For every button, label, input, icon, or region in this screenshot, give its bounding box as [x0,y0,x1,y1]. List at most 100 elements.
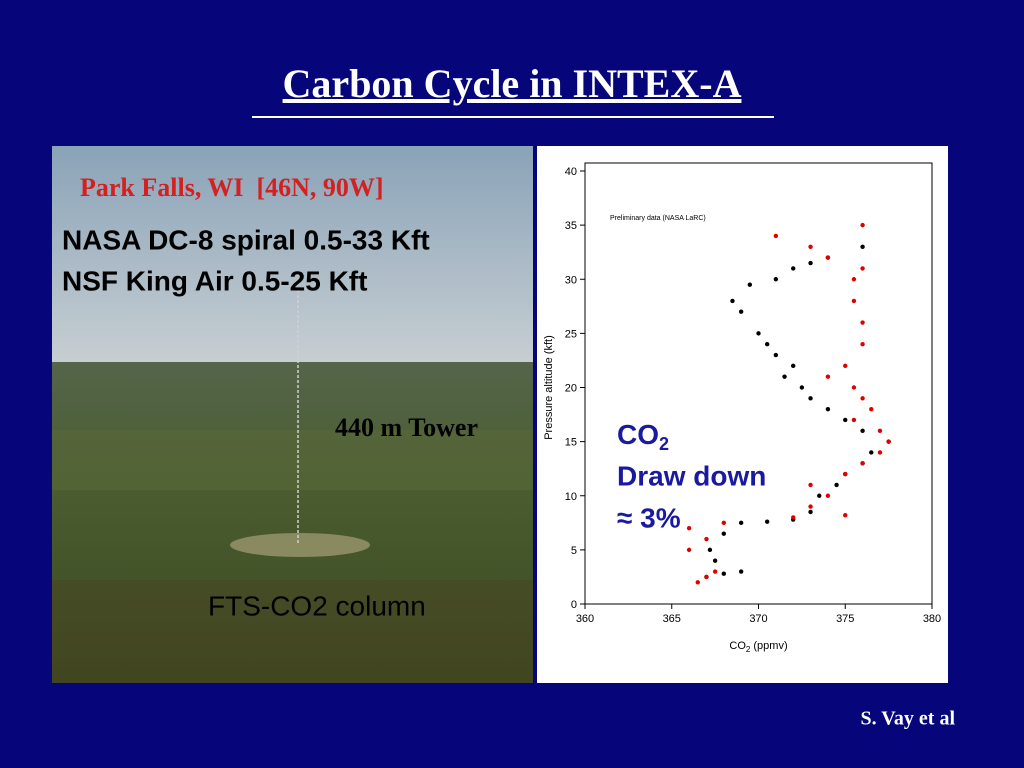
data-point [860,396,865,401]
flight-line: NSF King Air 0.5-25 Kft [62,265,367,296]
data-point [791,266,796,271]
data-point [712,569,718,574]
x-axis-label: CO2 (ppmv) [729,640,787,654]
data-point [808,260,813,266]
data-point [851,298,857,304]
chart: 360 365 370 375 380 0 5 10 15 20 25 30 35 40 Prelimina… [543,162,941,654]
y-tick-label: 20 [565,383,577,395]
chart-panel [537,146,948,683]
y-tick-label: 40 [565,166,577,178]
data-point [738,569,744,574]
y-tick-label: 0 [571,599,577,611]
data-point [843,471,848,477]
data-point [860,342,865,347]
data-point [764,519,770,524]
y-tick-label: 10 [565,491,577,503]
slide-title: Carbon Cycle in INTEX-A [283,61,742,106]
data-point [791,515,796,520]
annotation: Draw down [617,460,766,491]
data-point [834,482,839,488]
credit: S. Vay et al [861,708,956,730]
annotation-subscript: 2 [659,434,669,454]
flight-line: NASA DC-8 spiral 0.5-33 Kft [62,224,430,255]
photo-clearing [230,533,370,557]
data-point [851,385,857,390]
x-tick-label: 365 [663,613,681,625]
chart-note: Preliminary data (NASA LaRC) [610,215,706,222]
data-point [869,450,874,455]
data-point [695,580,700,585]
data-point [851,417,857,423]
data-point [721,520,726,526]
data-point [738,520,744,526]
data-point [756,331,761,336]
photo-forest [52,362,533,683]
data-point [808,396,813,401]
annotation: ≈ 3% [617,502,681,533]
annotation-text: CO [617,419,659,450]
x-tick-label: 380 [923,613,941,625]
data-point [686,526,692,531]
data-point [707,547,713,553]
data-point [825,493,831,498]
y-tick-label: 5 [571,545,577,557]
photo-band [52,430,533,490]
tower-label: 440 m Tower [335,413,478,442]
data-point [808,244,813,249]
data-point [860,266,865,271]
data-point [869,406,874,412]
x-axis-label-part: CO [729,640,746,652]
data-point [686,547,692,553]
photo-band [52,580,533,683]
data-point [877,428,883,433]
y-axis-label: Pressure altitude (kft) [543,335,555,440]
data-point [843,363,848,369]
data-point [843,513,848,518]
data-point [817,493,822,498]
x-tick-label: 360 [576,613,594,625]
data-point [773,233,779,239]
data-point [808,482,813,488]
data-point [773,277,779,282]
data-point [738,309,744,314]
y-tick-label: 30 [565,274,577,286]
data-point [799,385,805,390]
y-tick-label: 35 [565,220,577,232]
y-tick-label: 15 [565,437,577,449]
data-point [843,417,848,423]
x-tick-label: 375 [836,613,854,625]
data-point [851,277,857,282]
x-axis-label-part: 2 [746,645,751,654]
photo-sky [52,146,533,366]
x-axis-label-part: (ppmv) [750,640,787,652]
data-point [704,574,709,580]
data-point [747,282,753,287]
annotation: CO2 [617,419,669,453]
data-point [712,558,718,563]
y-tick-label: 25 [565,328,577,340]
data-point [886,439,891,444]
data-point [764,342,770,347]
location: Park Falls, WI [46N, 90W] [80,173,384,202]
data-point [877,450,883,455]
data-point [730,298,735,304]
data-point [860,222,865,228]
data-point [791,363,796,369]
data-point [773,352,779,358]
data-point [721,571,726,576]
data-point [808,504,813,509]
data-point [860,244,865,249]
data-point [808,509,813,515]
data-point [860,320,865,325]
column-label: FTS-CO2 column [208,590,426,621]
data-point [825,406,831,412]
data-point [704,536,709,542]
x-tick-label: 370 [749,613,767,625]
data-point [860,428,865,433]
data-point [782,374,787,379]
photo: Park Falls, WI [46N, 90W] NASA DC-8 spir… [52,146,533,683]
data-point [825,255,831,260]
data-point [721,531,726,536]
data-point [860,461,865,466]
